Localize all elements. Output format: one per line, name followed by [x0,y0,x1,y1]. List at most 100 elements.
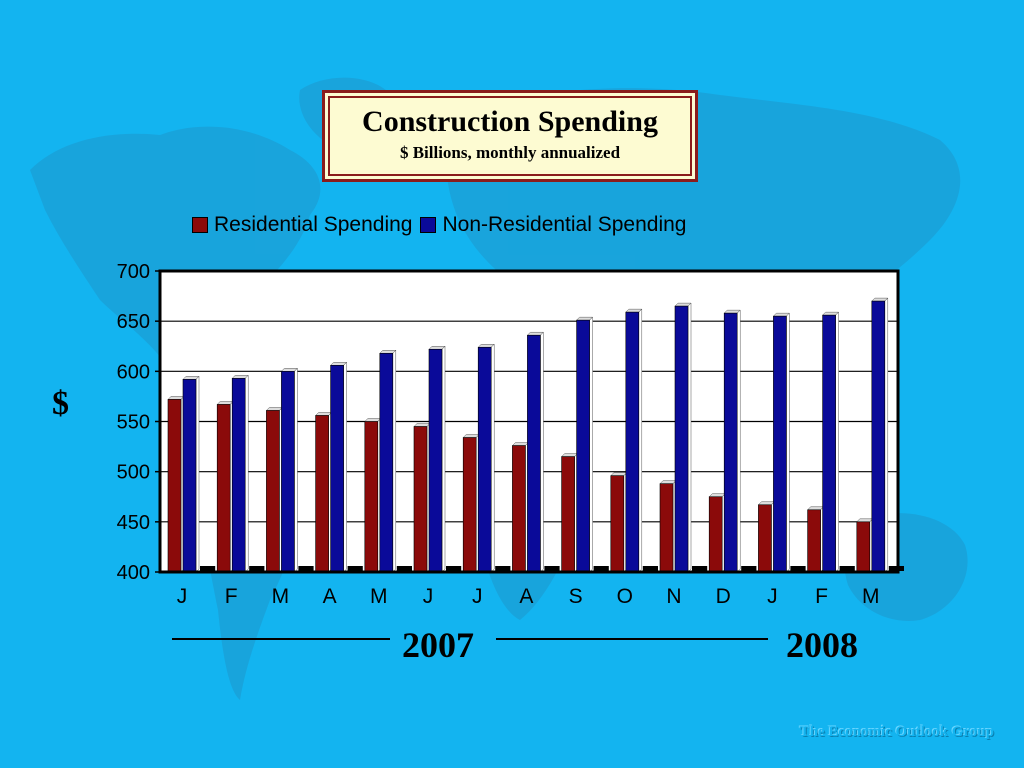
y-axis-unit-label: $ [52,385,69,422]
legend-item-residential: Residential Spending [192,213,412,237]
bar-nonresidential [576,319,590,573]
floor-segment [839,566,855,571]
bar-residential [167,399,182,573]
x-tick-label: A [519,585,533,608]
bar-nonresidential [625,311,640,573]
bar-side-face [638,308,643,573]
floor-segment [249,566,265,571]
bar-residential [216,404,231,573]
floor-segment [888,566,904,571]
legend-swatch-residential [192,217,208,233]
bar-side-face [736,309,741,573]
y-tick-label: 700 [117,261,150,283]
x-tick-label: J [423,585,434,608]
x-tick-label: M [272,585,290,608]
bar-nonresidential [182,379,197,573]
bar-nonresidential [330,365,344,573]
floor-segment [396,566,412,571]
year-label-2007: 2007 [402,625,474,665]
bar-side-face [835,311,839,573]
bar-nonresidential [428,348,443,573]
bar-nonresidential [281,371,295,573]
bar-side-face [392,349,397,573]
bar-side-face [540,331,544,573]
x-tick-label: F [225,585,238,608]
bar-residential [364,421,379,573]
bar-nonresidential [822,314,836,573]
chart-title-box: Construction Spending $ Billions, monthl… [322,90,698,182]
legend-label-nonresidential: Non-Residential Spending [442,213,687,236]
x-tick-label: N [666,585,681,608]
legend-swatch-nonresidential [420,217,437,233]
floor-segment [446,566,462,571]
year-label-2008: 2008 [786,625,858,665]
legend-label-residential: Residential Spending [214,213,413,236]
x-tick-label: D [716,585,731,608]
north-america-shape [30,126,321,386]
chart-title: Construction Spending [362,105,658,138]
floor-segment [298,566,314,571]
floor-segment [692,566,708,571]
bar-nonresidential [674,305,689,573]
bar-side-face [195,375,200,573]
x-tick-label: F [815,585,828,608]
x-tick-label: M [370,585,388,608]
bar-nonresidential [773,315,787,573]
y-tick-label: 600 [117,361,150,383]
floor-segment [741,566,757,571]
floor-segment [593,566,609,571]
x-tick-label: A [323,585,337,608]
legend-item-nonresidential: Non-Residential Spending [420,213,686,237]
bar-side-face [294,367,298,573]
bar-residential [807,509,821,573]
floor-segment [495,566,511,571]
bar-residential [413,426,428,573]
y-tick-label: 650 [117,311,150,333]
floor-segment [200,566,216,571]
floor-segment [642,566,658,571]
bar-side-face [687,302,692,573]
x-tick-label: O [617,585,633,608]
bar-side-face [589,316,593,573]
bar-nonresidential [527,334,541,573]
bar-residential [758,504,772,573]
x-tick-label: J [472,585,483,608]
floor-segment [790,566,806,571]
floor-segment [347,566,363,571]
bar-residential [659,483,674,573]
axes: 400 450 500 550 600 650 700 J F M A M J J A S O N D J F M [117,261,900,608]
chart-subtitle: $ Billions, monthly annualized [399,143,621,162]
x-tick-label: S [569,585,583,608]
year-divider-line-left [172,638,390,640]
bar-residential [266,410,280,573]
bar-side-face [490,343,495,573]
bar-residential [512,445,526,573]
bar-nonresidential [871,300,886,573]
plot-frame [158,269,900,574]
bar-residential [462,437,477,573]
bar-nonresidential [477,346,492,573]
x-tick-label: J [767,585,778,608]
bar-residential [315,415,329,573]
bar-residential [856,521,871,573]
chart-legend: Residential Spending Non-Residential Spe… [192,212,694,238]
bar-side-face [244,374,249,573]
bar-nonresidential [231,378,246,573]
bar-nonresidential [723,312,738,573]
y-tick-label: 450 [117,512,150,534]
bar-residential [708,496,723,573]
footer-watermark: The Economic Outlook Group [799,724,994,740]
x-tick-label: M [862,585,880,608]
y-tick-label: 550 [117,412,150,434]
y-tick-label: 500 [117,462,150,484]
bar-side-face [884,297,889,573]
floor-segment [544,566,560,571]
bars [167,297,904,573]
bar-side-face [441,345,446,573]
bar-residential [610,475,625,573]
bar-side-face [343,361,347,573]
bar-side-face [786,312,790,573]
y-tick-label: 400 [117,562,150,584]
bar-nonresidential [379,352,394,573]
